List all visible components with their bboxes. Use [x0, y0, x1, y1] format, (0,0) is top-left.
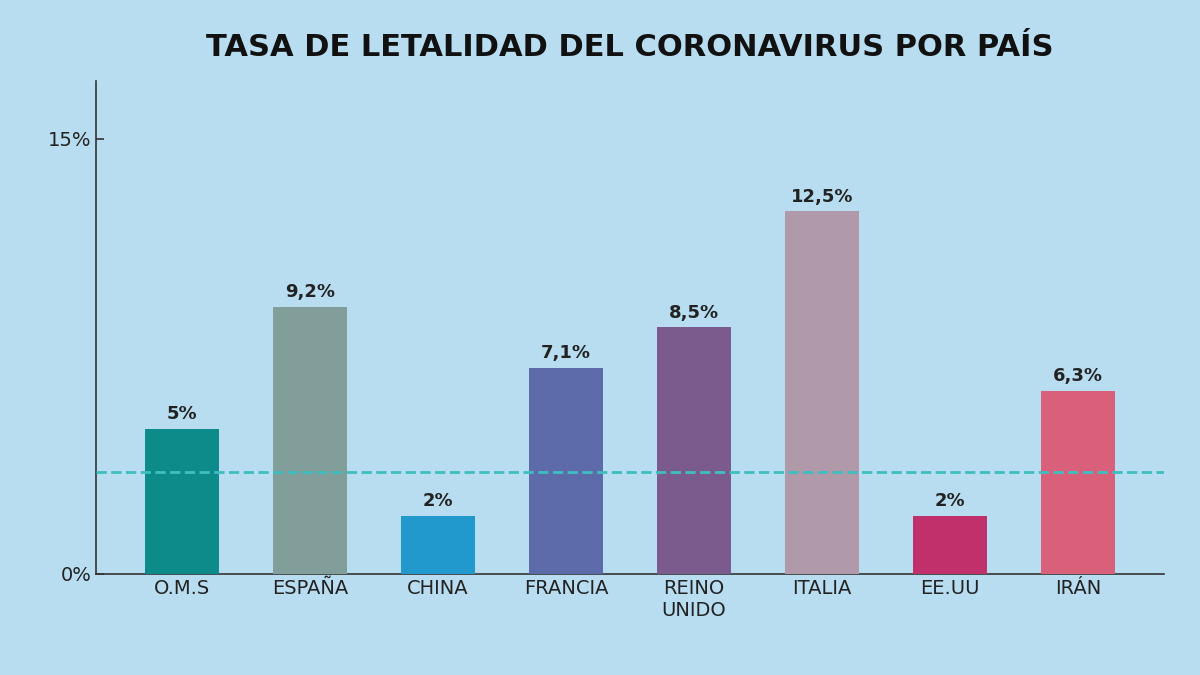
Bar — [913, 516, 988, 574]
Text: 2%: 2% — [935, 492, 966, 510]
Bar — [785, 211, 859, 574]
Bar — [401, 516, 475, 574]
Bar — [1042, 391, 1116, 574]
Text: 12,5%: 12,5% — [791, 188, 853, 206]
Text: 6,3%: 6,3% — [1054, 367, 1103, 385]
Bar — [144, 429, 218, 574]
Bar — [272, 307, 347, 574]
Bar — [656, 327, 731, 574]
Text: 9,2%: 9,2% — [284, 284, 335, 301]
Bar — [529, 368, 604, 574]
Title: TASA DE LETALIDAD DEL CORONAVIRUS POR PAÍS: TASA DE LETALIDAD DEL CORONAVIRUS POR PA… — [206, 33, 1054, 62]
Text: 8,5%: 8,5% — [668, 304, 719, 321]
Text: 7,1%: 7,1% — [541, 344, 590, 362]
Text: 2%: 2% — [422, 492, 454, 510]
Text: 5%: 5% — [167, 405, 197, 423]
